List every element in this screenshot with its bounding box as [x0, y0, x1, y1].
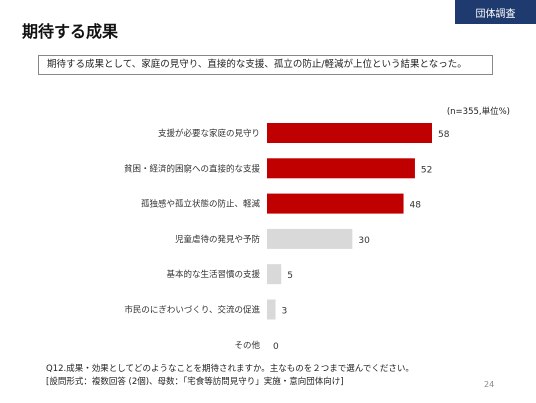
- question-format: [設問形式：複数回答 (2個)、母数：「宅食等訪問見守り」実施・意向団体向け]: [46, 377, 344, 387]
- bar: [267, 228, 353, 249]
- summary-box: 期待する成果として、家庭の見守り、直接的な支援、孤立の防止/軽減が上位という結果…: [38, 55, 493, 75]
- bar: [267, 158, 415, 179]
- category-label: 基本的な生活習慣の支援: [166, 269, 260, 280]
- category-label: 支援が必要な家庭の見守り: [158, 128, 260, 139]
- page-title: 期待する成果: [22, 22, 119, 41]
- bar: [267, 193, 404, 214]
- bar: [267, 264, 282, 285]
- value-label: 48: [410, 201, 422, 211]
- value-label: 5: [287, 271, 293, 281]
- survey-type-tag: 団体調査: [455, 0, 536, 24]
- category-label: 貧困・経済的困窮への直接的な支援: [124, 163, 261, 174]
- page-number: 24: [484, 380, 495, 389]
- value-label: 52: [421, 165, 432, 175]
- value-label: 0: [273, 342, 279, 352]
- value-label: 58: [438, 130, 450, 140]
- bar: [267, 123, 432, 143]
- value-label: 3: [282, 307, 288, 317]
- category-label: 市民のにぎわいづくり、交流の促進: [124, 305, 260, 316]
- category-label: 児童虐待の発見や予防: [175, 234, 261, 245]
- category-label: その他: [234, 340, 260, 351]
- question-text: Q12.成果・効果としてどのようなことを期待されますか。主なものを２つまで選んで…: [46, 364, 414, 374]
- bar: [267, 299, 276, 320]
- category-label: 孤独感や孤立状態の防止、軽減: [141, 199, 261, 210]
- value-label: 30: [358, 236, 370, 246]
- chart-note: (n=355,単位%): [447, 106, 510, 117]
